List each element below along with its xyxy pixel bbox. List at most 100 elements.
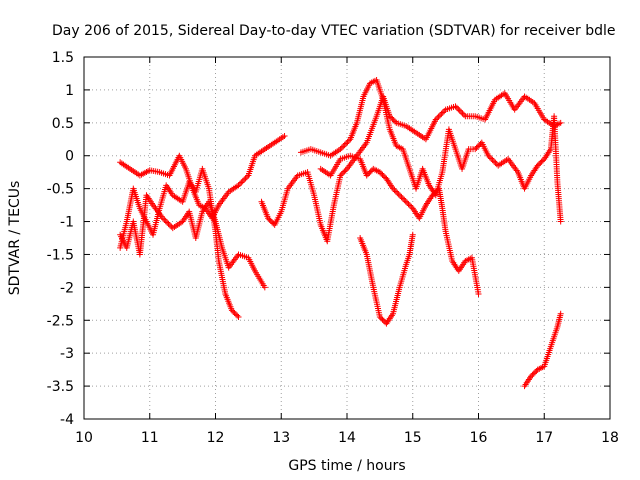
data-point	[528, 373, 535, 380]
data-point	[459, 110, 466, 117]
data-point	[408, 203, 415, 210]
data-point	[557, 310, 564, 317]
data-point	[432, 116, 439, 123]
y-tick-label: 0	[65, 149, 74, 165]
data-point	[239, 178, 246, 185]
data-point	[281, 132, 288, 139]
data-point	[534, 162, 541, 169]
data-point	[231, 310, 238, 317]
data-point	[532, 369, 539, 376]
data-point	[472, 146, 479, 153]
data-point	[165, 220, 172, 227]
data-point	[391, 118, 398, 125]
data-point	[376, 169, 383, 176]
data-point	[343, 140, 350, 147]
data-point	[241, 176, 248, 183]
data-point	[441, 108, 448, 115]
series-track-3	[117, 165, 242, 320]
series-track-4	[258, 90, 564, 245]
data-point	[430, 190, 437, 197]
data-point	[261, 284, 268, 291]
y-tick-label: 0.5	[52, 116, 74, 132]
data-point	[367, 168, 374, 175]
x-tick-label: 11	[141, 430, 159, 446]
data-point	[398, 194, 405, 201]
series-track-5	[297, 77, 564, 225]
chart-title: Day 206 of 2015, Sidereal Day-to-day VTE…	[52, 23, 616, 39]
data-point	[492, 159, 499, 166]
data-point	[530, 370, 537, 377]
data-point	[557, 119, 564, 126]
data-point	[475, 290, 482, 297]
series-track-2	[117, 192, 268, 291]
data-point	[473, 144, 480, 151]
x-tick-label: 16	[470, 430, 488, 446]
y-tick-label: -3.5	[47, 379, 74, 395]
data-point	[230, 308, 237, 315]
data-point	[380, 173, 387, 180]
y-tick-label: -1.5	[47, 247, 74, 263]
axis-ticks: 10 11 12 13 14 15 16 17 18 1.5 1 0.5 0 -0.5 -1 -1.5 -2 -2…	[47, 50, 619, 446]
data-point	[453, 104, 460, 111]
data-point	[433, 188, 440, 195]
data-point	[366, 169, 373, 176]
data-point	[489, 156, 496, 163]
data-point	[242, 175, 249, 182]
data-point	[166, 222, 173, 229]
data-point	[363, 172, 370, 179]
data-point	[390, 185, 397, 192]
data-point	[406, 202, 413, 209]
data-point	[378, 170, 385, 177]
data-point	[401, 196, 408, 203]
x-tick-label: 14	[338, 430, 356, 446]
data-point	[537, 159, 544, 166]
y-axis-label: SDTVAR / TECUs	[7, 181, 23, 296]
data-point	[238, 179, 245, 186]
data-point	[404, 199, 411, 206]
x-tick-label: 15	[404, 430, 422, 446]
data-point	[392, 188, 399, 195]
y-tick-label: -2.5	[47, 313, 74, 329]
data-point	[485, 152, 492, 159]
y-tick-label: -3	[60, 346, 74, 362]
series-track-8	[521, 310, 564, 390]
data-point	[436, 112, 443, 119]
data-point	[232, 311, 239, 318]
x-tick-label: 18	[601, 430, 619, 446]
series-track-7	[357, 231, 416, 327]
data-point	[390, 117, 397, 124]
data-point	[474, 143, 481, 150]
data-point	[402, 198, 409, 205]
x-tick-label: 10	[75, 430, 93, 446]
data-point	[488, 155, 495, 162]
data-point	[337, 146, 344, 153]
data-point	[235, 182, 242, 189]
data-point	[529, 371, 536, 378]
data-point	[228, 307, 235, 314]
series-track-1	[117, 132, 288, 222]
data-points	[117, 77, 564, 390]
x-axis-label: GPS time / hours	[288, 458, 405, 474]
data-point	[376, 313, 383, 320]
data-point	[379, 171, 386, 178]
data-point	[340, 143, 347, 150]
data-point	[486, 154, 493, 161]
data-point	[452, 103, 459, 110]
data-point	[435, 113, 442, 120]
y-tick-label: -2	[60, 280, 74, 296]
data-point	[338, 171, 345, 178]
data-point	[538, 158, 545, 165]
data-point	[243, 173, 250, 180]
data-point	[235, 313, 242, 320]
y-tick-label: -1	[60, 215, 74, 231]
data-point	[388, 114, 395, 121]
data-point	[395, 191, 402, 198]
data-point	[341, 168, 348, 175]
data-point	[159, 215, 166, 222]
data-point	[399, 195, 406, 202]
data-point	[438, 110, 445, 117]
data-point	[535, 161, 542, 168]
data-point	[405, 201, 412, 208]
data-point	[345, 137, 352, 144]
